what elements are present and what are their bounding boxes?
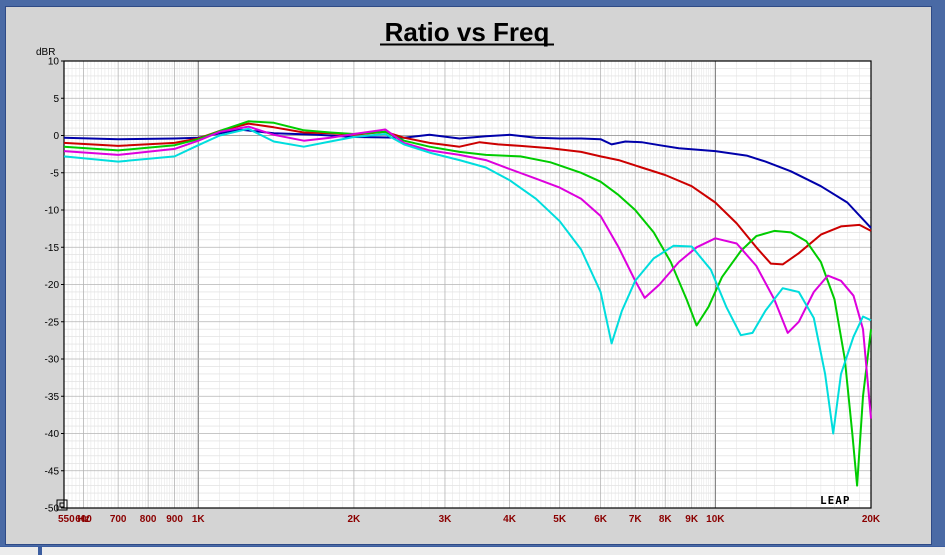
y-tick-label: -45 — [45, 466, 60, 477]
x-tick-label: 1K — [192, 514, 206, 525]
series-line-3 — [63, 120, 872, 487]
x-tick-label: 600 — [75, 514, 92, 525]
y-tick-label: -15 — [45, 243, 60, 254]
series-line-4 — [63, 125, 872, 419]
y-tick-label: -30 — [45, 355, 60, 366]
plot-area — [63, 120, 872, 487]
x-tick-label: 20K — [862, 514, 881, 525]
y-axis-unit-label: dBR — [36, 47, 55, 58]
y-tick-label: -50 — [45, 504, 60, 515]
y-axis-ticks: 10 5 0 -5 -10 -15 -20 -25 -30 -35 -40 -45 -50 — [45, 57, 64, 515]
y-tick-label: 0 — [53, 131, 59, 142]
x-tick-label: 8K — [659, 514, 673, 525]
y-tick-label: -35 — [45, 392, 60, 403]
x-tick-label: 7K — [629, 514, 643, 525]
x-tick-label: 6K — [594, 514, 608, 525]
y-tick-label: -5 — [50, 168, 59, 179]
x-tick-label: 3K — [439, 514, 453, 525]
axis-origin-icon — [56, 499, 68, 511]
x-tick-label: 700 — [110, 514, 127, 525]
x-tick-label: 10K — [706, 514, 725, 525]
x-tick-label: 900 — [166, 514, 183, 525]
chart-grid — [63, 60, 872, 509]
series-line-2 — [63, 122, 872, 266]
y-tick-label: 10 — [48, 57, 60, 68]
y-tick-label: -20 — [45, 280, 60, 291]
x-tick-label: 800 — [140, 514, 157, 525]
y-tick-label: 5 — [53, 94, 59, 105]
x-tick-label: 2K — [348, 514, 362, 525]
strip-marker — [38, 547, 42, 555]
chart-title: Ratio vs Freq — [385, 17, 550, 47]
x-tick-label: 9K — [685, 514, 699, 525]
bottom-strip — [0, 546, 945, 555]
leap-logo: LEAP — [820, 494, 851, 507]
x-tick-label: 550 Hz — [58, 514, 90, 525]
series-line-5 — [63, 127, 872, 435]
y-tick-label: -10 — [45, 206, 60, 217]
x-tick-label: 5K — [553, 514, 567, 525]
x-tick-label: 4K — [503, 514, 517, 525]
y-tick-label: -25 — [45, 317, 60, 328]
y-tick-label: -40 — [45, 429, 60, 440]
